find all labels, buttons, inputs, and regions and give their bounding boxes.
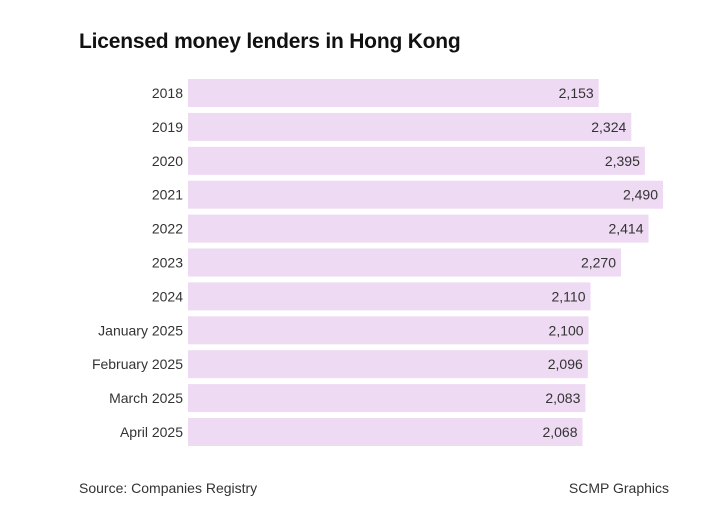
bar [188,418,583,446]
value-label: 2,324 [591,119,626,135]
value-label: 2,414 [608,221,643,237]
category-label: 2023 [152,255,183,271]
bar [188,112,632,141]
category-label: April 2025 [120,424,183,440]
category-label: February 2025 [92,356,183,372]
category-label: 2022 [152,221,183,237]
bar [188,146,645,175]
bar [188,316,589,345]
bar [188,214,649,243]
value-label: 2,153 [559,85,594,101]
value-label: 2,083 [545,390,580,406]
source-note: Source: Companies Registry [79,480,258,496]
category-label: 2020 [152,153,183,169]
value-label: 2,096 [548,356,583,372]
value-label: 2,100 [549,322,584,338]
value-label: 2,395 [605,153,640,169]
bar [188,384,586,413]
category-label: 2024 [152,288,183,304]
category-label: January 2025 [98,322,183,338]
category-label: March 2025 [109,390,183,406]
category-label: 2019 [152,119,183,135]
bar [188,79,599,107]
category-label: 2021 [152,187,183,203]
bar [188,350,588,379]
value-label: 2,068 [542,424,577,440]
bar [188,180,663,209]
value-label: 2,110 [552,288,586,304]
bar [188,248,621,277]
bar [188,282,591,311]
value-label: 2,490 [623,187,658,203]
bar-chart: 2018 2,153 2019 2,324 2020 2,395 2021 2,490 2022… [92,79,663,446]
category-label: 2018 [152,85,183,101]
credit-note: SCMP Graphics [568,480,669,496]
value-label: 2,270 [581,255,616,271]
chart-title: Licensed money lenders in Hong Kong [79,30,461,53]
